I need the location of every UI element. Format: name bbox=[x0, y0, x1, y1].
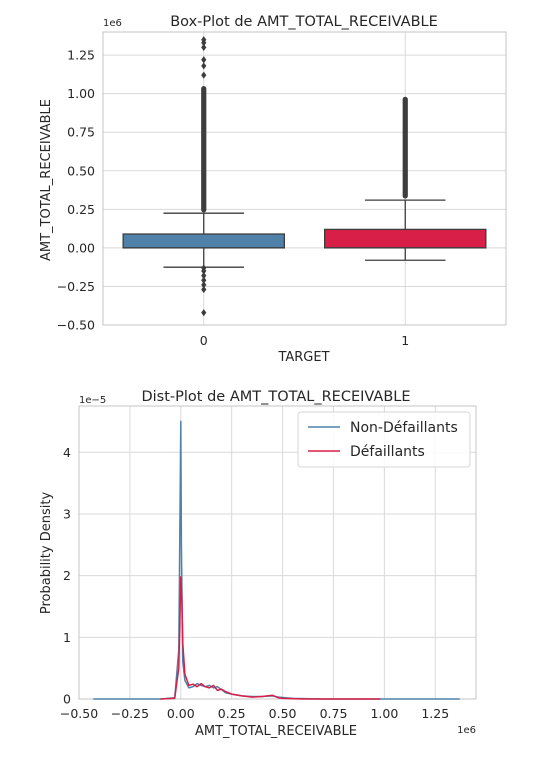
dist-y-tick-label: 2 bbox=[63, 568, 71, 583]
dist-plot-frame bbox=[78, 405, 477, 700]
box-1 bbox=[323, 96, 487, 261]
box-y-tick-label: −0.25 bbox=[57, 279, 95, 294]
box-0 bbox=[122, 36, 285, 317]
dist-x-tick-label: −0.50 bbox=[60, 706, 98, 721]
dist-series-line-0 bbox=[93, 420, 460, 700]
dist-plot-title: Dist-Plot de AMT_TOTAL_RECEIVABLE bbox=[141, 389, 410, 405]
box-y-tick-label: 0.25 bbox=[67, 202, 95, 217]
dist-x-tick-label: 1.00 bbox=[370, 706, 398, 721]
box-plot-x-axis-label: TARGET bbox=[277, 350, 329, 365]
box-outlier-point bbox=[201, 285, 207, 294]
box-outliers-dense bbox=[201, 85, 207, 213]
box-y-tick-label: −0.50 bbox=[57, 318, 95, 333]
box-y-tick-label: 0.75 bbox=[67, 125, 95, 140]
dist-x-tick-label: 0.50 bbox=[269, 706, 297, 721]
box-y-tick-label: 0.50 bbox=[67, 163, 95, 178]
dist-series-line-1 bbox=[160, 576, 381, 700]
dist-x-tick-label: 1.25 bbox=[421, 706, 449, 721]
box-y-tick-label: 1.00 bbox=[67, 86, 95, 101]
dist-y-tick-label: 4 bbox=[63, 445, 71, 460]
box-x-tick-label: 0 bbox=[200, 333, 208, 348]
box-plot-y-axis-label: AMT_TOTAL_RECEIVABLE bbox=[39, 99, 54, 261]
dist-plot: 0 1 2 3 4 −0.50 −0.25 0.00 0.25 0.50 0.75 1.00 1.25… bbox=[39, 389, 477, 739]
box-outlier-point bbox=[201, 309, 207, 317]
dist-plot-legend: Non-Défaillants Défaillants bbox=[297, 411, 471, 468]
box-outlier-point bbox=[201, 281, 207, 289]
box-plot-title: Box-Plot de AMT_TOTAL_RECEIVABLE bbox=[170, 14, 438, 30]
dist-x-tick-label: 0.00 bbox=[167, 706, 195, 721]
dist-plot-y-axis-label: Probability Density bbox=[39, 492, 54, 615]
box-outlier-point bbox=[201, 36, 207, 44]
box-plot-y-scale-label: 1e6 bbox=[103, 18, 122, 29]
box-outlier-point bbox=[201, 267, 207, 275]
box-plot-frame bbox=[102, 31, 507, 326]
box-outlier-point bbox=[201, 62, 207, 70]
box-iqr bbox=[323, 228, 487, 249]
box-outlier-point bbox=[201, 43, 207, 52]
dist-x-tick-label: −0.25 bbox=[111, 706, 149, 721]
box-iqr bbox=[122, 233, 285, 249]
dist-y-tick-label: 3 bbox=[63, 506, 71, 521]
dist-plot-x-axis-label: AMT_TOTAL_RECEIVABLE bbox=[195, 724, 357, 739]
legend-label-defaillants: Défaillants bbox=[350, 444, 425, 460]
legend-label-non-defaillants: Non-Défaillants bbox=[350, 420, 458, 436]
box-outlier-point bbox=[201, 71, 207, 79]
box-outlier-point bbox=[201, 276, 207, 284]
dist-y-tick-label: 0 bbox=[63, 692, 71, 707]
box-outlier-point bbox=[201, 56, 207, 64]
dist-x-tick-label: 0.75 bbox=[320, 706, 348, 721]
dist-x-tick-label: 0.25 bbox=[218, 706, 246, 721]
box-outliers-dense bbox=[402, 96, 408, 199]
box-y-tick-label: 1.25 bbox=[67, 48, 95, 63]
box-outlier-point bbox=[201, 272, 207, 280]
dist-plot-y-scale-label: 1e−5 bbox=[79, 395, 106, 406]
box-y-tick-label: 0.00 bbox=[67, 240, 95, 255]
box-x-tick-label: 1 bbox=[401, 333, 409, 348]
box-plot: 1.25 1.00 0.75 0.50 0.25 0.00 −0.25 −0.50 0 1 Bo… bbox=[39, 14, 507, 365]
dist-y-tick-label: 1 bbox=[63, 630, 71, 645]
legend-box bbox=[297, 411, 471, 468]
dist-plot-x-scale-label: 1e6 bbox=[457, 725, 476, 736]
